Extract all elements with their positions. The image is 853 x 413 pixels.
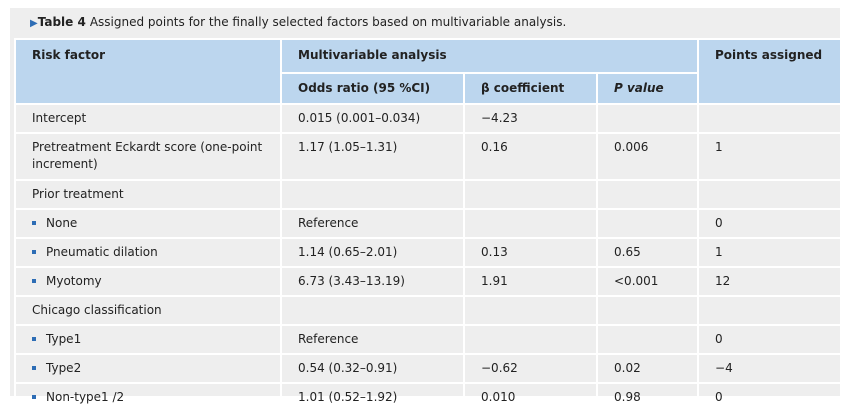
table-cell: 1 bbox=[697, 237, 843, 268]
header-cell: P value bbox=[595, 72, 700, 105]
bullet bbox=[32, 278, 36, 283]
table-cell bbox=[595, 324, 700, 355]
table-row: Non-type1 /2 1.01 (0.52–1.92) 0.010 0.98 0 bbox=[14, 382, 843, 413]
table-cell bbox=[697, 103, 843, 134]
table-cell: Chicago classification bbox=[14, 295, 282, 326]
table-cell bbox=[280, 179, 465, 210]
table-cell: Prior treatment bbox=[14, 179, 282, 210]
table-cell: 0.02 bbox=[595, 353, 700, 384]
table-cell bbox=[697, 179, 843, 210]
caption-text: Assigned points for the finally selected… bbox=[89, 15, 567, 29]
table-cell bbox=[595, 295, 700, 326]
table-row: Pneumatic dilation 1.14 (0.65–2.01) 0.13 0.… bbox=[14, 237, 843, 268]
table-cell: 1.14 (0.65–2.01) bbox=[280, 237, 465, 268]
table-cell: 0.98 bbox=[595, 382, 700, 413]
table-cell bbox=[280, 295, 465, 326]
data-table: Risk factor Multivariable analysis Point… bbox=[14, 38, 843, 413]
bullet bbox=[32, 336, 36, 341]
table-cell: −4 bbox=[697, 353, 843, 384]
table-row: Myotomy 6.73 (3.43–13.19) 1.91 <0.001 12 bbox=[14, 266, 843, 297]
table-cell: Intercept bbox=[14, 103, 282, 134]
table-cell bbox=[595, 179, 700, 210]
table-cell: 0.006 bbox=[595, 132, 700, 181]
cell-text: Non-type1 /2 bbox=[46, 390, 125, 404]
bullet bbox=[32, 249, 36, 254]
header-cell: Multivariable analysis bbox=[279, 38, 700, 74]
table-cell: 0 bbox=[697, 208, 843, 239]
header-cell: Risk factor bbox=[14, 38, 282, 105]
table-row: Pretreatment Eckardt score (one-point in… bbox=[14, 132, 843, 181]
cell-text: Myotomy bbox=[46, 274, 102, 288]
table-cell: 6.73 (3.43–13.19) bbox=[280, 266, 465, 297]
table-cell: 0.65 bbox=[595, 237, 700, 268]
table-row: None Reference 0 bbox=[14, 208, 843, 239]
table-cell bbox=[697, 295, 843, 326]
bullet bbox=[32, 365, 36, 370]
table-caption: ▶Table 4 Assigned points for the finally … bbox=[10, 8, 840, 36]
header-cell: Odds ratio (95 %CI) bbox=[280, 72, 465, 105]
table-cell bbox=[595, 103, 700, 134]
table-cell: 12 bbox=[697, 266, 843, 297]
table-cell: Reference bbox=[280, 324, 465, 355]
table-cell bbox=[463, 179, 598, 210]
table-cell: 0.13 bbox=[463, 237, 598, 268]
cell-text: Type1 bbox=[46, 332, 82, 346]
bullet bbox=[32, 394, 36, 399]
table-cell: 0 bbox=[697, 382, 843, 413]
table-row: Intercept 0.015 (0.001–0.034) −4.23 bbox=[14, 103, 843, 134]
table-row: Type1 Reference 0 bbox=[14, 324, 843, 355]
table-cell: <0.001 bbox=[595, 266, 700, 297]
table-row: Type2 0.54 (0.32–0.91) −0.62 0.02 −4 bbox=[14, 353, 843, 384]
table-cell: Type2 bbox=[14, 353, 282, 384]
table-panel: ▶Table 4 Assigned points for the finally … bbox=[10, 8, 843, 413]
table-cell bbox=[463, 324, 598, 355]
table-cell: Reference bbox=[280, 208, 465, 239]
table-cell: Pretreatment Eckardt score (one-point in… bbox=[14, 132, 282, 181]
table-cell bbox=[595, 208, 700, 239]
table-cell: 0.010 bbox=[463, 382, 598, 413]
header-cell: Points assigned bbox=[697, 38, 843, 105]
table-cell bbox=[463, 208, 598, 239]
table-cell: None bbox=[14, 208, 282, 239]
table-cell: 1.17 (1.05–1.31) bbox=[280, 132, 465, 181]
table-cell: Pneumatic dilation bbox=[14, 237, 282, 268]
table-row: Prior treatment bbox=[14, 179, 843, 210]
table-cell: 0.54 (0.32–0.91) bbox=[280, 353, 465, 384]
header-cell: β coefficient bbox=[463, 72, 598, 105]
cell-text: Pneumatic dilation bbox=[46, 245, 158, 259]
caption-arrow: ▶ bbox=[30, 18, 38, 29]
table-cell: −4.23 bbox=[463, 103, 598, 134]
cell-text: Type2 bbox=[46, 361, 82, 375]
caption-label: Table 4 bbox=[37, 15, 86, 29]
table-cell: Non-type1 /2 bbox=[14, 382, 282, 413]
table-cell bbox=[463, 295, 598, 326]
cell-text: None bbox=[46, 216, 78, 230]
table-row: Chicago classification bbox=[14, 295, 843, 326]
table-cell: 0.16 bbox=[463, 132, 598, 181]
table-cell: 1.01 (0.52–1.92) bbox=[280, 382, 465, 413]
table-cell: 1.91 bbox=[463, 266, 598, 297]
table-cell: 1 bbox=[697, 132, 843, 181]
table-cell: 0.015 (0.001–0.034) bbox=[280, 103, 465, 134]
table-cell: 0 bbox=[697, 324, 843, 355]
table-cell: Myotomy bbox=[14, 266, 282, 297]
table-body: Intercept 0.015 (0.001–0.034) −4.23 Pretrea… bbox=[14, 103, 843, 413]
bullet bbox=[32, 220, 36, 225]
table-cell: Type1 bbox=[14, 324, 282, 355]
table-cell: −0.62 bbox=[463, 353, 598, 384]
